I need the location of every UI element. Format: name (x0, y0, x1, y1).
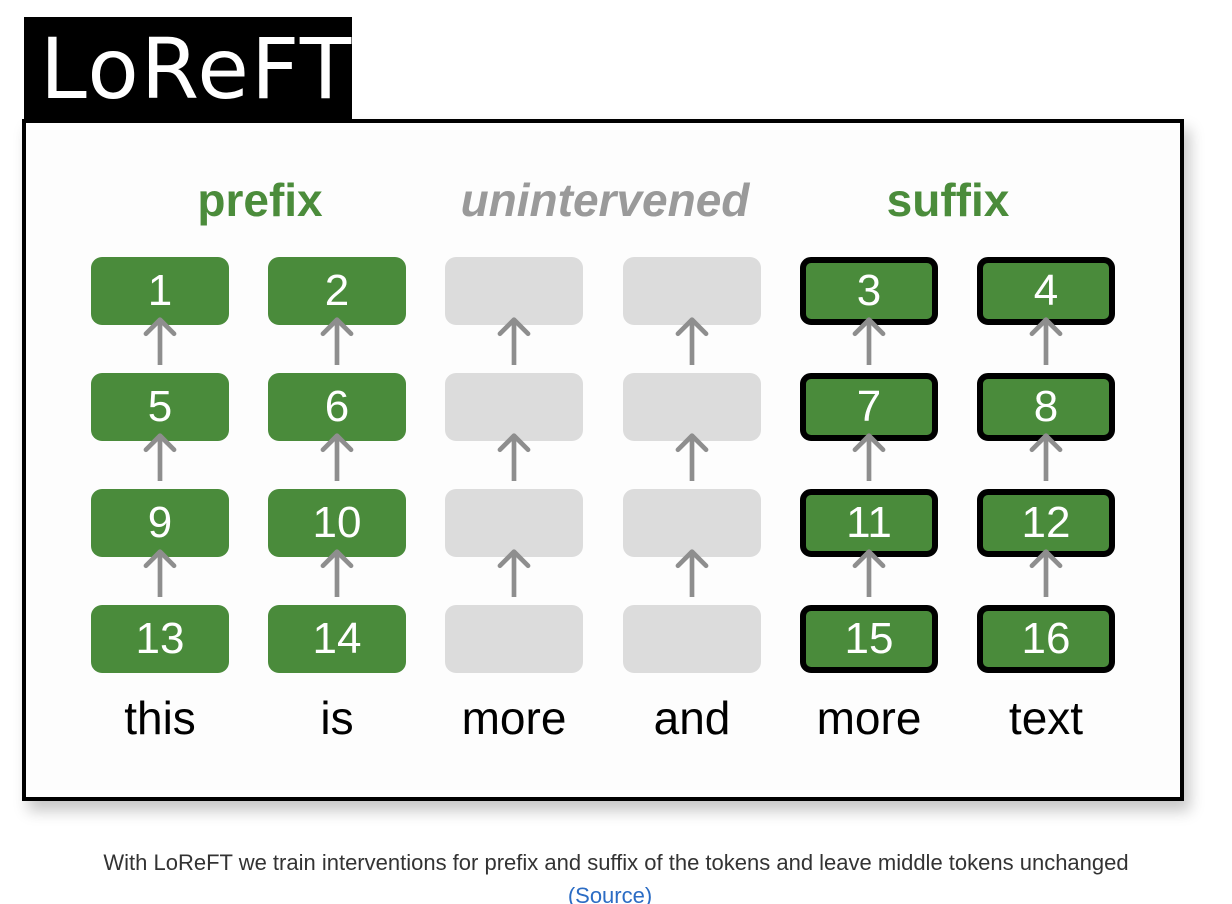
unintervened-box (445, 489, 583, 557)
prefix-box: 1 (91, 257, 229, 325)
up-arrow-icon (497, 433, 531, 481)
up-arrow-icon (1029, 433, 1063, 481)
prefix-box: 14 (268, 605, 406, 673)
up-arrow-icon (320, 549, 354, 597)
up-arrow-icon (1029, 317, 1063, 365)
up-arrow-icon (497, 317, 531, 365)
up-arrow-icon (1029, 549, 1063, 597)
unintervened-header: unintervened (460, 174, 750, 226)
prefix-box: 2 (268, 257, 406, 325)
up-arrow-icon (675, 433, 709, 481)
token-word: more (461, 692, 567, 744)
up-arrow-icon (320, 317, 354, 365)
token-word: this (124, 692, 196, 744)
suffix-box: 16 (977, 605, 1115, 673)
up-arrow-icon (675, 549, 709, 597)
unintervened-box (623, 489, 761, 557)
token-word: text (1008, 692, 1084, 744)
prefix-box: 9 (91, 489, 229, 557)
up-arrow-icon (143, 433, 177, 481)
unintervened-box (445, 373, 583, 441)
prefix-box: 5 (91, 373, 229, 441)
suffix-header: suffix (886, 174, 1010, 226)
token-word: more (816, 692, 922, 744)
prefix-box: 13 (91, 605, 229, 673)
figure-caption: With LoReFT we train interventions for p… (103, 850, 1129, 875)
prefix-header: prefix (197, 174, 323, 226)
up-arrow-icon (320, 433, 354, 481)
up-arrow-icon (852, 317, 886, 365)
up-arrow-icon (852, 549, 886, 597)
source-link[interactable]: (Source) (567, 884, 653, 904)
unintervened-box (445, 257, 583, 325)
token-word: is (320, 692, 354, 744)
up-arrow-icon (143, 549, 177, 597)
prefix-box: 6 (268, 373, 406, 441)
suffix-box: 15 (800, 605, 938, 673)
unintervened-box (623, 605, 761, 673)
unintervened-box (623, 373, 761, 441)
token-word: and (653, 692, 731, 744)
up-arrow-icon (675, 317, 709, 365)
up-arrow-icon (852, 433, 886, 481)
diagram-frame (22, 119, 1184, 801)
prefix-box: 10 (268, 489, 406, 557)
unintervened-box (445, 605, 583, 673)
up-arrow-icon (143, 317, 177, 365)
suffix-box: 3 (800, 257, 938, 325)
unintervened-box (623, 257, 761, 325)
up-arrow-icon (497, 549, 531, 597)
diagram-title: LoReFT (24, 17, 352, 121)
